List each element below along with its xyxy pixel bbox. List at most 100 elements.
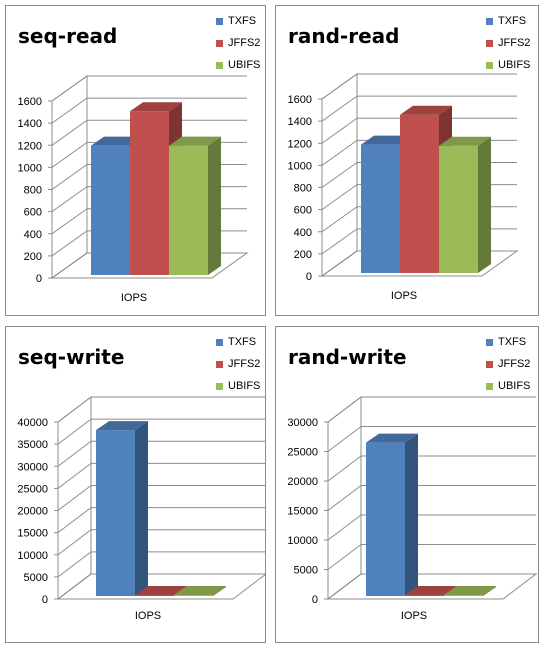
bar-side xyxy=(478,136,491,273)
x-category-label: IOPS xyxy=(121,292,147,304)
gridline-side xyxy=(327,426,362,452)
bar-front xyxy=(439,145,478,273)
bar-side xyxy=(208,136,221,275)
y-tick-label: 0 xyxy=(36,273,42,285)
y-tick-label: 1200 xyxy=(288,138,312,150)
bar-top xyxy=(400,105,452,115)
gridline xyxy=(327,514,536,541)
chart-title: rand-read xyxy=(288,24,400,48)
legend-item-jffs2: JFFS2 xyxy=(486,353,530,375)
legend-label: JFFS2 xyxy=(228,37,261,49)
y-tick-label: 0 xyxy=(306,271,312,283)
bar-front xyxy=(91,145,130,275)
bar-front xyxy=(366,442,405,596)
gridline-side xyxy=(57,507,92,534)
y-tick-label: 25000 xyxy=(287,447,318,459)
y-tick-label: 10000 xyxy=(287,535,318,547)
legend-swatch-jffs2 xyxy=(486,39,493,47)
legend-swatch-ubifs xyxy=(216,61,223,69)
bar-top xyxy=(366,433,418,443)
y-tick-label: 0 xyxy=(312,594,318,606)
legend-item-jffs2: JFFS2 xyxy=(486,32,530,54)
bar-ubifs xyxy=(439,136,491,273)
chart-panel-rand-read: 0 200 400 600 800 1000 1200 1400 1600 IOPS rand-r… xyxy=(275,5,539,316)
bar-top xyxy=(169,136,221,146)
bar-top xyxy=(130,102,182,112)
y-tick-label: 400 xyxy=(294,227,312,239)
gridline-side xyxy=(51,208,88,235)
x-category-label: IOPS xyxy=(401,610,427,622)
y-tick-label: 40000 xyxy=(17,417,48,429)
bar-front xyxy=(444,595,483,596)
bar-front xyxy=(174,595,213,596)
bar-txfs xyxy=(96,421,148,596)
y-tick-label: 600 xyxy=(294,205,312,217)
gridline-side xyxy=(57,573,92,600)
legend-swatch-txfs xyxy=(486,338,493,346)
legend-swatch-txfs xyxy=(216,338,223,346)
legend-item-jffs2: JFFS2 xyxy=(216,32,260,54)
bar-top xyxy=(135,586,187,595)
legend-label: UBIFS xyxy=(228,380,261,392)
bar-top xyxy=(439,136,491,146)
gridline xyxy=(57,529,265,556)
y-tick-label: 1000 xyxy=(288,160,312,172)
chart-svg-rand-read: 0 200 400 600 800 1000 1200 1400 1600 IOPS xyxy=(288,73,519,302)
gridline-side xyxy=(51,230,88,257)
legend-swatch-txfs xyxy=(486,17,493,25)
y-tick-label: 800 xyxy=(24,185,42,197)
gridline xyxy=(327,426,536,452)
gridline xyxy=(327,396,536,423)
gridline-side xyxy=(321,184,358,211)
chart-panel-seq-read: 0 200 400 600 800 1000 1200 1400 1600 IOPS seq-re… xyxy=(5,5,266,316)
y-tick-label: 5000 xyxy=(24,572,48,584)
y-tick-label: 1600 xyxy=(18,96,42,108)
gridline-side xyxy=(321,139,358,166)
legend-swatch-txfs xyxy=(216,17,223,25)
bar-side xyxy=(405,433,418,596)
gridline xyxy=(327,455,536,482)
legend: TXFS JFFS2 UBIFS xyxy=(216,331,260,397)
y-tick-label: 35000 xyxy=(17,439,48,451)
y-tick-label: 20000 xyxy=(287,476,318,488)
gridline-side xyxy=(321,117,358,144)
bar-ubifs xyxy=(174,586,226,596)
gridline-side xyxy=(321,95,358,122)
legend-label: TXFS xyxy=(498,15,527,27)
gridline xyxy=(51,97,247,124)
legend-label: UBIFS xyxy=(498,59,531,71)
y-tick-label: 400 xyxy=(24,229,42,241)
gridline-side xyxy=(51,119,88,146)
legend-item-txfs: TXFS xyxy=(216,331,260,353)
legend-label: UBIFS xyxy=(228,59,261,71)
legend-swatch-ubifs xyxy=(486,382,493,390)
bar-side xyxy=(483,586,496,596)
legend-item-ubifs: UBIFS xyxy=(216,54,260,76)
gridline-side xyxy=(51,164,88,190)
bar-ubifs xyxy=(169,136,221,275)
bar-front xyxy=(405,595,444,596)
gridline-side xyxy=(327,485,362,511)
y-tick-label: 30000 xyxy=(17,461,48,473)
y-tick-label: 15000 xyxy=(17,528,48,540)
bar-ubifs xyxy=(444,586,496,596)
legend-swatch-jffs2 xyxy=(216,39,223,47)
y-tick-label: 600 xyxy=(24,207,42,219)
gridline-side xyxy=(327,573,362,600)
chart-svg-seq-read: 0 200 400 600 800 1000 1200 1400 1600 IOPS xyxy=(18,75,249,304)
bar-top xyxy=(405,586,457,595)
legend-label: JFFS2 xyxy=(498,37,531,49)
gridline xyxy=(57,396,265,423)
gridline-side xyxy=(57,551,92,578)
bar-front xyxy=(361,144,400,273)
chart-title: seq-read xyxy=(18,24,118,48)
chart-svg-seq-write: 0 5000 10000 15000 20000 25000 30000 35000 40000… xyxy=(17,395,265,622)
gridline-side xyxy=(321,206,358,233)
legend-label: JFFS2 xyxy=(498,358,531,370)
gridline xyxy=(51,75,247,102)
gridline xyxy=(57,551,265,578)
gridline xyxy=(57,440,265,467)
gridline-side xyxy=(327,544,362,570)
legend: TXFS JFFS2 UBIFS xyxy=(216,10,260,76)
legend: TXFS JFFS2 UBIFS xyxy=(486,331,530,397)
